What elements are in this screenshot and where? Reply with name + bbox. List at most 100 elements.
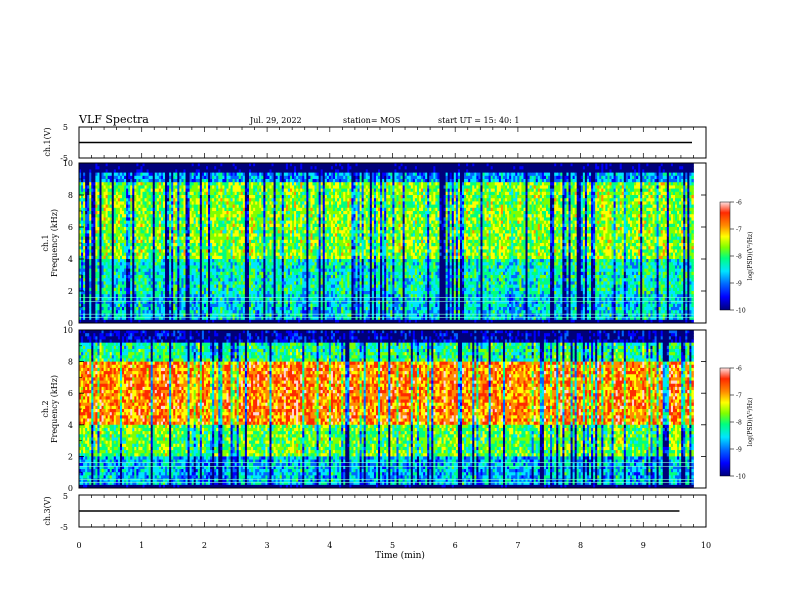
ch1-spectrogram-cell: [95, 217, 98, 221]
ch1-spectrogram-cell: [189, 287, 193, 292]
ch1-spectrogram-cell: [210, 271, 213, 276]
ch1-spectrogram-cell: [126, 207, 129, 212]
ch1-spectrogram-cell: [169, 201, 172, 205]
ch1-spectrogram-cell: [203, 297, 207, 301]
ch1-spectrogram-cell: [89, 265, 92, 269]
ch1-spectrogram-cell: [109, 182, 113, 186]
ch1-spectrogram-cell: [152, 249, 156, 253]
ch1-spectrogram-cell: [89, 220, 92, 225]
ch1-spectrogram-cell: [134, 271, 137, 276]
ch1-spectrogram-cell: [169, 246, 172, 250]
ch1-spectrogram-cell: [146, 278, 150, 282]
ch1-spectrogram-cell: [169, 169, 172, 173]
ch1-spectrogram-cell: [177, 198, 180, 202]
ch1-spectrogram-cell: [95, 265, 98, 269]
ch1-spectrogram-cell: [195, 249, 199, 253]
ch1-spectrogram-cell: [134, 201, 137, 205]
station-label: station= MOS: [343, 116, 400, 125]
ch1-spectrogram-cell: [177, 233, 180, 237]
ch1-spectrogram-cell: [146, 243, 150, 247]
ch1-spectrogram-cell: [142, 223, 145, 228]
ch1-spectrogram-cell: [193, 201, 197, 205]
ch1-spectrogram-cell: [81, 249, 84, 253]
ch1-spectrogram-cell: [136, 163, 139, 167]
ch1-spectrogram-cell: [91, 191, 94, 196]
ch1-spectrogram-cell: [195, 169, 199, 173]
ch1-spectrogram-cell: [169, 243, 172, 247]
ch1-spectrogram-cell: [85, 268, 88, 273]
ch1-spectrogram-cell: [150, 287, 154, 292]
ch1-spectrogram-cell: [113, 230, 117, 234]
ch1-spectrogram-cell: [148, 287, 152, 292]
ch1-spectrogram-cell: [113, 175, 117, 180]
ch1-spectrogram-cell: [210, 211, 213, 215]
ch1-spectrogram-cell: [165, 207, 168, 212]
ch1-spectrogram-cell: [162, 204, 166, 209]
ch1-spectrogram-cell: [122, 291, 125, 295]
ch1-spectrogram-cell: [187, 313, 190, 317]
ch1-spectrogram-cell: [203, 265, 207, 269]
ch1-spectrogram-cell: [199, 169, 203, 173]
ch1-spectrogram-cell: [199, 211, 203, 215]
ch1-spectrogram-cell: [203, 319, 207, 324]
ch1-spectrogram-cell: [103, 217, 107, 221]
ch1-spectrogram-cell: [101, 227, 104, 231]
ch1-spectrogram-cell: [144, 300, 147, 305]
ch1-spectrogram-cell: [193, 281, 197, 285]
ch1-spectrogram-cell: [154, 163, 158, 167]
ch1-spectrogram-cell: [130, 246, 133, 250]
ch1-spectrogram-cell: [199, 284, 203, 289]
ch1-spectrogram-cell: [134, 303, 137, 308]
ch1-spectrogram-cell: [113, 243, 117, 247]
ch1-spectrogram-cell: [99, 169, 102, 173]
ch1-spectrogram-cell: [97, 204, 100, 209]
ch1-spectrogram-cell: [193, 246, 197, 250]
ch1-spectrogram-cell: [162, 271, 166, 276]
ch1-spectrogram-cell: [152, 233, 156, 237]
ch1-spectrogram-cell: [115, 243, 119, 247]
ch1-spectrogram-cell: [128, 313, 131, 317]
ch1-spectrogram-cell: [134, 313, 137, 317]
ch1-spectrogram-cell: [107, 307, 111, 311]
ch1-spectrogram-cell: [162, 252, 166, 257]
ch1-spectrogram-cell: [99, 278, 102, 282]
ch1-spectrogram-cell: [81, 185, 84, 189]
ch1-spectrogram-cell: [138, 217, 141, 221]
ch1-spectrogram-cell: [210, 179, 213, 183]
ch1-spectrogram-cell: [97, 268, 100, 273]
ch1-spectrogram-cell: [87, 182, 90, 186]
ch1-spectrogram-cell: [87, 281, 90, 285]
ch1-spectrogram-cell: [199, 275, 203, 279]
ch1-spectrogram-cell: [154, 252, 158, 257]
ch1-spectrogram-cell: [99, 259, 102, 263]
ch1-spectrogram-cell: [109, 220, 113, 225]
ch1-spectrogram-cell: [160, 207, 164, 212]
ch1-spectrogram-cell: [97, 172, 100, 177]
ch1-spectrogram-cell: [136, 198, 139, 202]
ch1-spectrogram-cell: [205, 214, 209, 218]
ch1-spectrogram-cell: [183, 271, 186, 276]
ch1-spectrogram-cell: [109, 172, 113, 177]
ch1-spectrogram-cell: [140, 281, 143, 285]
ch1-spectrogram-cell: [140, 220, 143, 225]
ch1-spectrogram-cell: [138, 179, 141, 183]
ch1-spectrogram-cell: [91, 246, 94, 250]
ch1-spectrogram-cell: [140, 310, 143, 314]
ch1-spectrogram-cell: [142, 217, 145, 221]
ch1-spectrogram-cell: [91, 259, 94, 263]
ch1-spectrogram-cell: [158, 255, 162, 260]
ch1-spectrogram-cell: [185, 243, 188, 247]
ch1-spectrogram-cell: [210, 262, 213, 266]
ch1-spectrogram-cell: [79, 204, 82, 209]
ch1-spectrogram-cell: [208, 278, 211, 282]
ch1-spectrogram-cell: [199, 307, 203, 311]
ch1-spectrogram-cell: [89, 255, 92, 260]
ch1-spectrogram-cell: [111, 204, 115, 209]
ch1-spectrogram-cell: [101, 233, 104, 237]
ch1-spectrogram-cell: [169, 220, 172, 225]
ch1-spectrogram-cell: [119, 223, 123, 228]
ch1-spectrogram-cell: [144, 307, 147, 311]
ch1-spectrogram-cell: [113, 198, 117, 202]
ch1-spectrogram-cell: [189, 268, 193, 273]
ch1-spectrogram-cell: [201, 291, 205, 295]
